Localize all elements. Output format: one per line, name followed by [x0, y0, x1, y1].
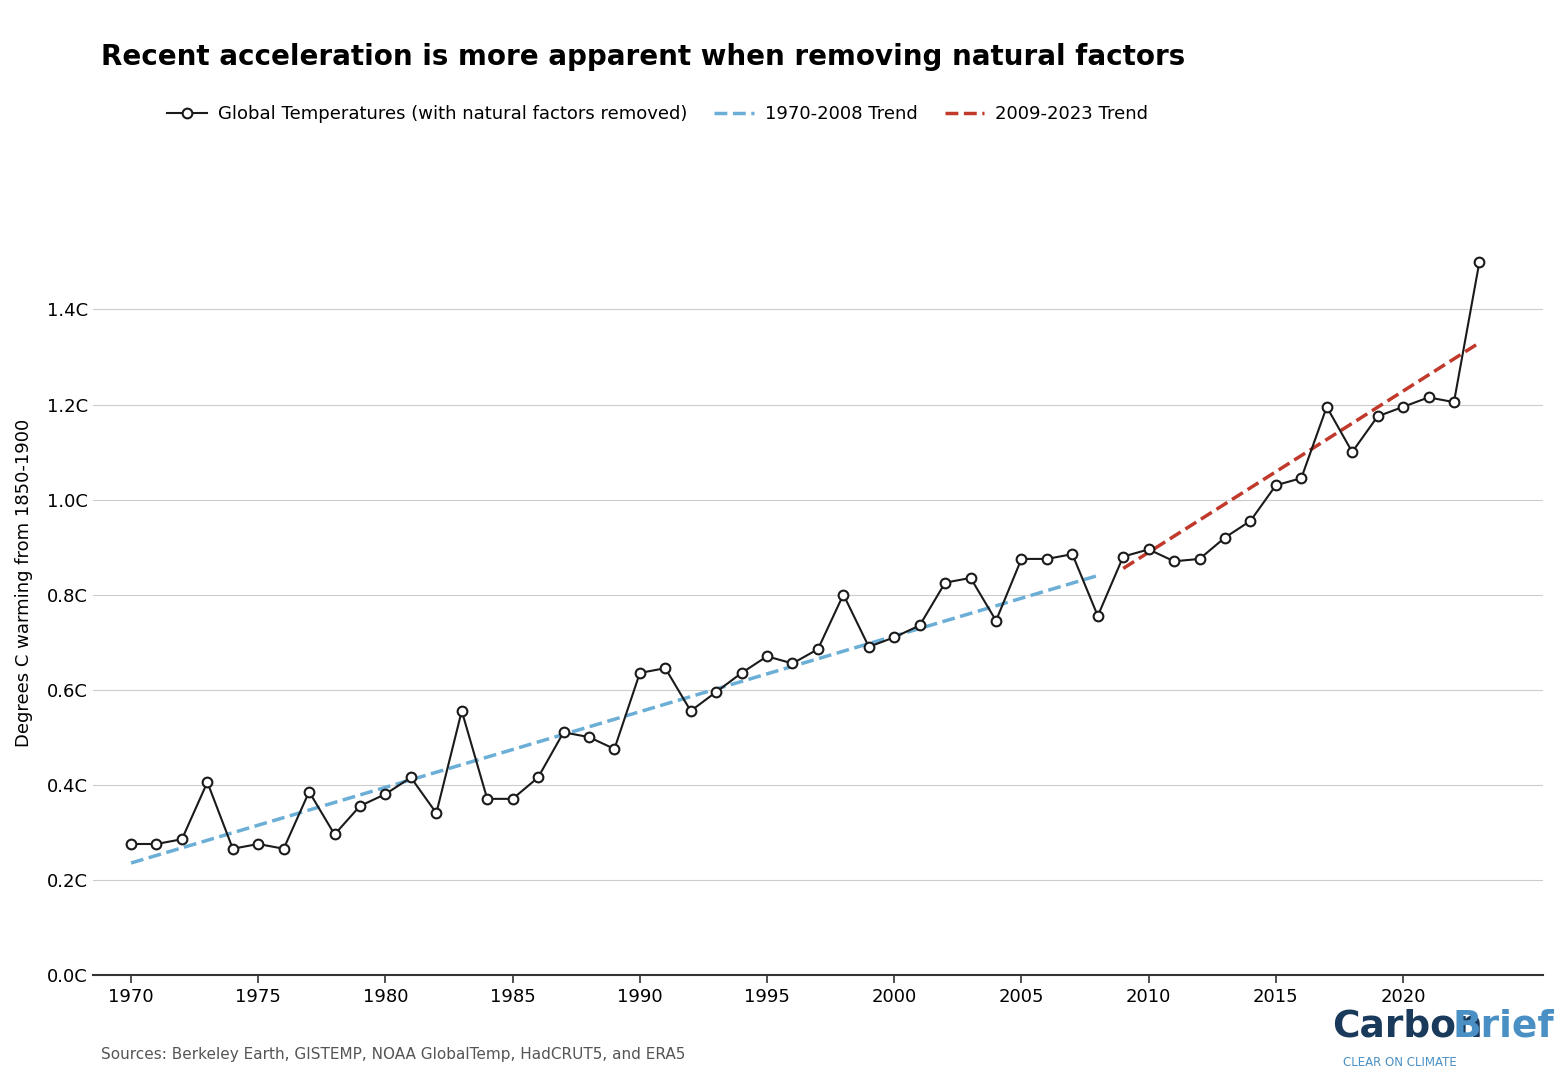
- Text: Brief: Brief: [1452, 1009, 1553, 1045]
- Legend: Global Temperatures (with natural factors removed), 1970-2008 Trend, 2009-2023 T: Global Temperatures (with natural factor…: [160, 98, 1156, 130]
- Text: Carbon: Carbon: [1332, 1009, 1483, 1045]
- Text: CLEAR ON CLIMATE: CLEAR ON CLIMATE: [1343, 1056, 1457, 1069]
- Y-axis label: Degrees C warming from 1850-1900: Degrees C warming from 1850-1900: [16, 418, 33, 747]
- Text: Sources: Berkeley Earth, GISTEMP, NOAA GlobalTemp, HadCRUT5, and ERA5: Sources: Berkeley Earth, GISTEMP, NOAA G…: [101, 1047, 686, 1062]
- Text: Recent acceleration is more apparent when removing natural factors: Recent acceleration is more apparent whe…: [101, 43, 1186, 72]
